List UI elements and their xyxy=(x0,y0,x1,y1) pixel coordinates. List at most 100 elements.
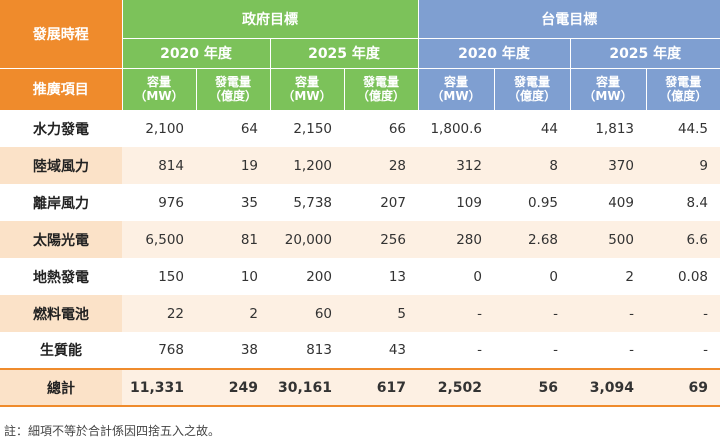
table-cell: 813 xyxy=(306,342,332,358)
table-cell: 28 xyxy=(344,147,418,184)
table-cell: - xyxy=(494,295,570,332)
table-row: 地熱發電 150 10 200 13 0 0 2 0.08 xyxy=(0,258,720,295)
total-cell: 56 xyxy=(494,368,570,407)
taipower-2025-header: 2025 年度 xyxy=(569,38,720,69)
row-label: 水力發電 xyxy=(33,121,89,138)
total-cell: 2,502 xyxy=(418,368,494,407)
table-cell: 44.5 xyxy=(677,120,708,137)
taipower-target-header: 台電目標 xyxy=(417,0,720,39)
table-cell: - xyxy=(553,342,558,358)
table-cell: 6,500 xyxy=(122,221,196,258)
table-cell: 20,000 xyxy=(270,221,344,258)
table-row: 太陽光電 6,500 81 20,000 256 280 2.68 500 6.… xyxy=(0,221,720,258)
table-cell: - xyxy=(646,295,720,332)
row-label: 離岸風力 xyxy=(33,195,89,212)
total-cell: 249 xyxy=(196,368,270,407)
table-cell: - xyxy=(477,342,482,358)
table-cell: 64 xyxy=(240,120,258,137)
gov-2025-header: 2025 年度 xyxy=(269,38,418,69)
table-cell: 1,200 xyxy=(270,147,344,184)
table-cell: 500 xyxy=(570,221,646,258)
table-cell: 6.6 xyxy=(646,221,720,258)
table-cell: 8.4 xyxy=(686,194,708,211)
taipower-2020-header: 2020 年度 xyxy=(417,38,570,69)
taipower-2025-capacity-header: 容量 （MW） xyxy=(569,68,646,110)
table-cell: 768 xyxy=(158,342,184,358)
table-cell: 150 xyxy=(158,268,184,285)
table-cell: 81 xyxy=(196,221,270,258)
table-cell: 207 xyxy=(380,194,406,211)
taipower-2025-generation-header: 發電量 （億度） xyxy=(645,68,720,110)
gov-2020-header: 2020 年度 xyxy=(121,38,270,69)
table-cell: 312 xyxy=(418,147,494,184)
table-cell: 1,813 xyxy=(595,120,634,137)
row-label: 陸域風力 xyxy=(0,147,122,184)
table-row: 燃料電池 22 2 60 5 - - - - xyxy=(0,295,720,332)
gov-2025-capacity-header: 容量 （MW） xyxy=(269,68,344,110)
table-cell: 13 xyxy=(388,268,406,285)
table-cell: - xyxy=(418,295,494,332)
row-label: 太陽光電 xyxy=(0,221,122,258)
table-cell: 43 xyxy=(388,342,406,358)
table-cell: 0.08 xyxy=(677,268,708,285)
table-cell: 66 xyxy=(388,120,406,137)
table-cell: 2 xyxy=(625,268,634,285)
table-cell: 1,800.6 xyxy=(430,120,482,137)
table-row: 生質能 768 38 813 43 - - - - xyxy=(0,332,720,369)
table-cell: 2.68 xyxy=(494,221,570,258)
table-row: 陸域風力 814 19 1,200 28 312 8 370 9 xyxy=(0,147,720,184)
total-cell: 30,161 xyxy=(270,368,344,407)
table-cell: 814 xyxy=(122,147,196,184)
table-cell: - xyxy=(703,342,708,358)
total-cell: 3,094 xyxy=(570,368,646,407)
table-cell: 2,100 xyxy=(145,120,184,137)
total-cell: 69 xyxy=(646,368,720,407)
table-cell: 38 xyxy=(240,342,258,358)
table-cell: 44 xyxy=(540,120,558,137)
gov-2020-capacity-header: 容量 （MW） xyxy=(121,68,196,110)
table-cell: 0 xyxy=(549,268,558,285)
corner-header-items: 推廣項目 xyxy=(0,68,122,110)
total-cell: 11,331 xyxy=(122,368,196,407)
corner-header-timeline: 發展時程 xyxy=(0,0,122,69)
table-cell: - xyxy=(629,342,634,358)
taipower-2020-capacity-header: 容量 （MW） xyxy=(417,68,494,110)
table-cell: 5,738 xyxy=(293,194,332,211)
table-cell: 5 xyxy=(344,295,418,332)
row-label: 地熱發電 xyxy=(33,269,89,286)
table-cell: 409 xyxy=(608,194,634,211)
footnote: 註：細項不等於合計係因四捨五入之故。 xyxy=(4,424,221,438)
table-body: 水力發電 2,100 64 2,150 66 1,800.6 44 1,813 … xyxy=(0,110,720,407)
row-label: 燃料電池 xyxy=(0,295,122,332)
table-cell: 9 xyxy=(646,147,720,184)
table-cell: 280 xyxy=(418,221,494,258)
table-cell: 370 xyxy=(570,147,646,184)
table-cell: 109 xyxy=(456,194,482,211)
table-cell: 60 xyxy=(270,295,344,332)
total-label: 總計 xyxy=(0,368,122,407)
table-cell: 200 xyxy=(306,268,332,285)
table-cell: 19 xyxy=(196,147,270,184)
table-header: 發展時程 政府目標 台電目標 2020 年度 2025 年度 2020 年度 2… xyxy=(0,0,720,110)
energy-target-table: 發展時程 政府目標 台電目標 2020 年度 2025 年度 2020 年度 2… xyxy=(0,0,720,407)
table-cell: 0.95 xyxy=(527,194,558,211)
table-row: 離岸風力 976 35 5,738 207 109 0.95 409 8.4 xyxy=(0,184,720,221)
table-cell: - xyxy=(570,295,646,332)
total-cell: 617 xyxy=(344,368,418,407)
gov-2025-generation-header: 發電量 （億度） xyxy=(343,68,418,110)
table-cell: 8 xyxy=(494,147,570,184)
table-cell: 10 xyxy=(240,268,258,285)
total-row: 總計 11,331 249 30,161 617 2,502 56 3,094 … xyxy=(0,368,720,407)
gov-target-header: 政府目標 xyxy=(121,0,418,39)
table-cell: 22 xyxy=(122,295,196,332)
table-cell: 35 xyxy=(240,194,258,211)
taipower-2020-generation-header: 發電量 （億度） xyxy=(493,68,570,110)
gov-2020-generation-header: 發電量 （億度） xyxy=(195,68,270,110)
table-cell: 0 xyxy=(473,268,482,285)
table-cell: 976 xyxy=(158,194,184,211)
row-label: 生質能 xyxy=(40,343,82,359)
table-cell: 256 xyxy=(344,221,418,258)
table-cell: 2 xyxy=(196,295,270,332)
table-row: 水力發電 2,100 64 2,150 66 1,800.6 44 1,813 … xyxy=(0,110,720,147)
